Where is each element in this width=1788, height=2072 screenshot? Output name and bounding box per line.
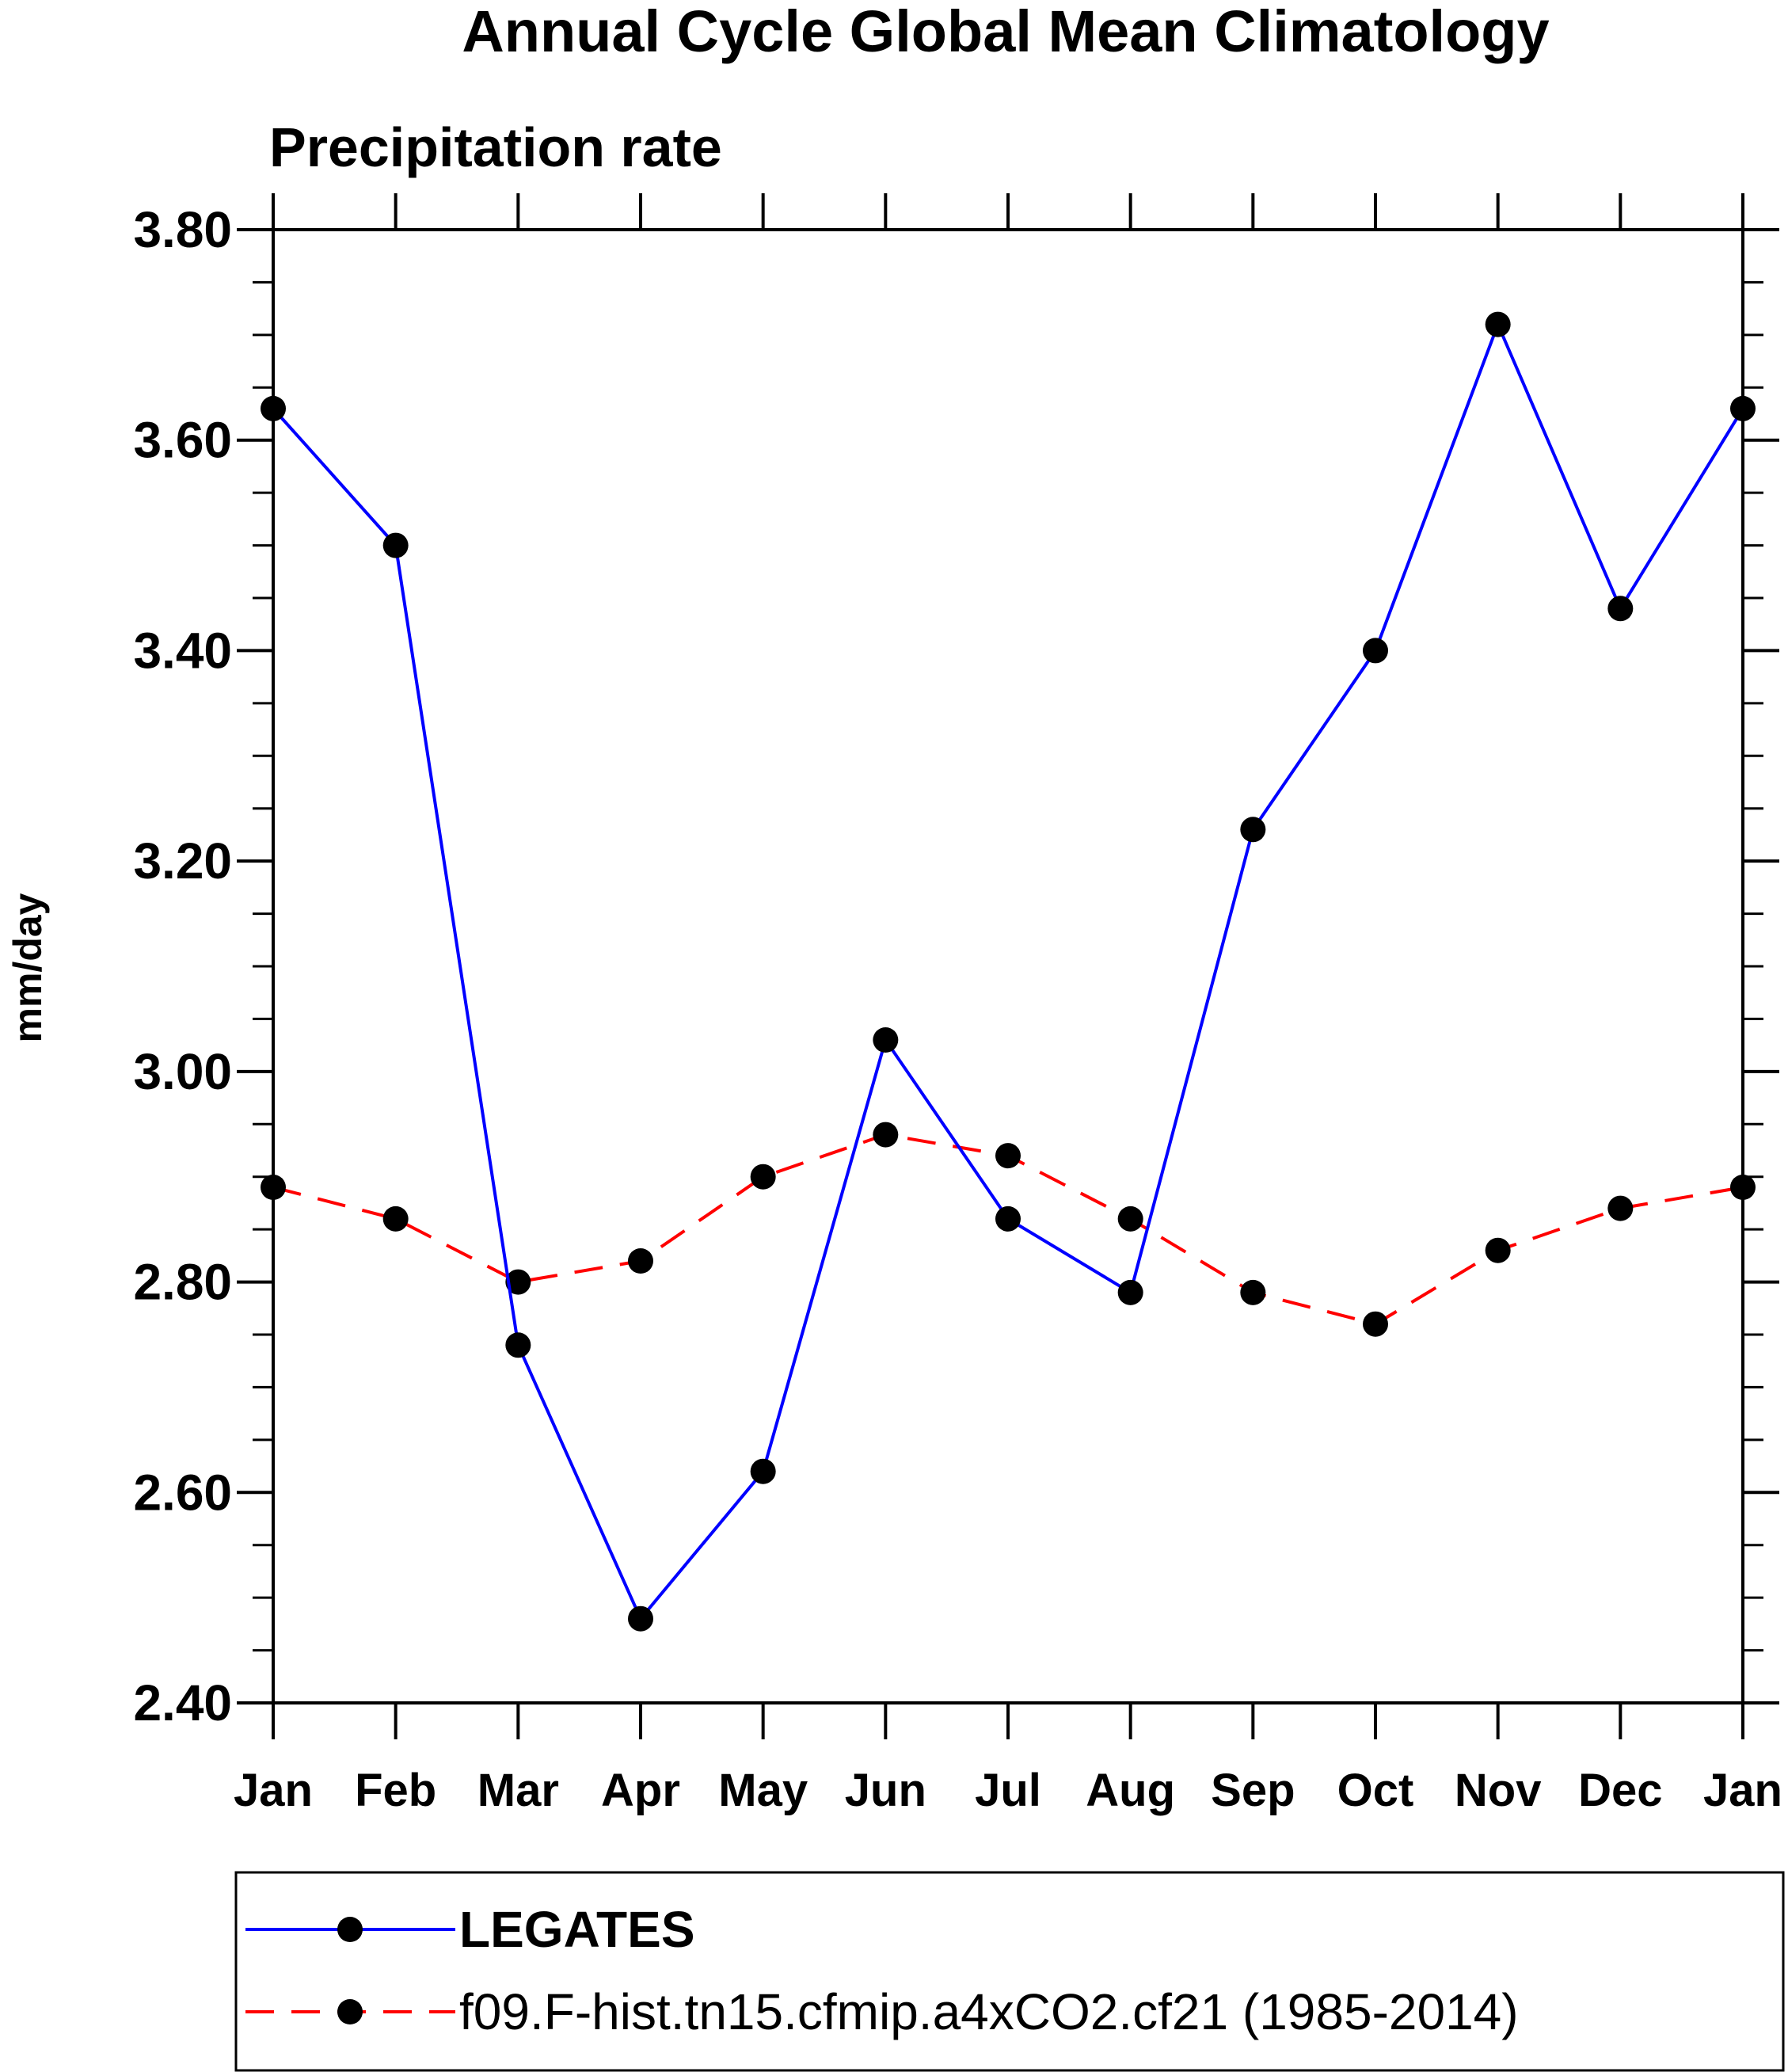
x-tick-label: Sep: [1211, 1765, 1295, 1816]
series-group: [261, 311, 1756, 1632]
x-tick-label: May: [718, 1765, 808, 1816]
data-point: [750, 1458, 776, 1484]
legend: LEGATES f09.F-hist.tn15.cfmip.a4xCO2.cf21…: [234, 1871, 1785, 2072]
y-tick-label: 2.60: [133, 1464, 232, 1521]
data-point: [505, 1269, 531, 1295]
data-point: [1485, 1237, 1511, 1263]
x-tick-label: Feb: [355, 1765, 436, 1816]
data-point: [873, 1027, 899, 1053]
data-point: [1485, 311, 1511, 337]
data-point: [1240, 817, 1266, 843]
legend-label: f09.F-hist.tn15.cfmip.a4xCO2.cf21 (1985-…: [459, 1983, 1519, 2040]
x-tick-label: Jun: [845, 1765, 926, 1816]
y-tick-label: 3.60: [133, 412, 232, 469]
data-point: [995, 1205, 1021, 1232]
legend-entries: LEGATES f09.F-hist.tn15.cfmip.a4xCO2.cf21…: [245, 1901, 1519, 2040]
data-point: [1607, 596, 1634, 622]
y-tick-label: 2.80: [133, 1254, 232, 1311]
x-tick-label: Nov: [1455, 1765, 1542, 1816]
data-point: [1117, 1279, 1143, 1305]
minor-ticks: [253, 280, 1763, 1652]
data-point: [995, 1143, 1021, 1169]
x-tick-label: Jan: [234, 1765, 313, 1816]
y-tick-label: 2.40: [133, 1674, 232, 1731]
plot-frame: [272, 228, 1744, 1704]
chart-title: Annual Cycle Global Mean Climatology: [462, 0, 1549, 64]
legend-marker: [337, 1999, 363, 2024]
x-tick-label: Dec: [1578, 1765, 1662, 1816]
x-tick-label: Apr: [601, 1765, 680, 1816]
data-point: [1363, 638, 1388, 664]
series-group: [261, 1122, 1756, 1337]
data-point: [1240, 1279, 1266, 1305]
data-point: [505, 1332, 531, 1358]
x-tick-label: Oct: [1337, 1765, 1414, 1816]
x-tick-labels: Jan Feb Mar Apr May Jun Jul Aug Sep Oct Nov Dec Jan: [234, 1765, 1782, 1816]
data-point: [1117, 1205, 1143, 1232]
data-point: [628, 1248, 653, 1274]
chart-subtitle: Precipitation rate: [269, 116, 722, 178]
data-point: [873, 1122, 899, 1148]
y-tick-label: 3.80: [133, 201, 232, 258]
data-point: [1363, 1311, 1388, 1337]
x-tick-label: Aug: [1086, 1765, 1175, 1816]
y-axis-title: mm/day: [6, 893, 50, 1042]
legend-box: [234, 1871, 1785, 2072]
y-tick-label: 3.40: [133, 622, 232, 679]
series-line: [272, 320, 1744, 1622]
data-point: [382, 1205, 409, 1232]
data-point: [382, 532, 409, 558]
y-tick-labels: 2.40 2.60 2.80 3.00 3.20 3.40 3.60 3.80: [133, 201, 232, 1731]
legend-marker: [337, 1917, 363, 1942]
y-tick-label: 3.00: [133, 1043, 232, 1100]
x-tick-label: Jan: [1703, 1765, 1782, 1816]
series-layer: [261, 311, 1756, 1632]
x-tick-label: Jul: [975, 1765, 1041, 1816]
data-point: [750, 1164, 776, 1190]
y-tick-label: 3.20: [133, 832, 232, 889]
major-ticks: [237, 193, 1779, 1739]
x-tick-label: Mar: [477, 1765, 559, 1816]
data-point: [1607, 1195, 1634, 1221]
legend-label: LEGATES: [459, 1901, 695, 1958]
data-point: [628, 1605, 653, 1632]
